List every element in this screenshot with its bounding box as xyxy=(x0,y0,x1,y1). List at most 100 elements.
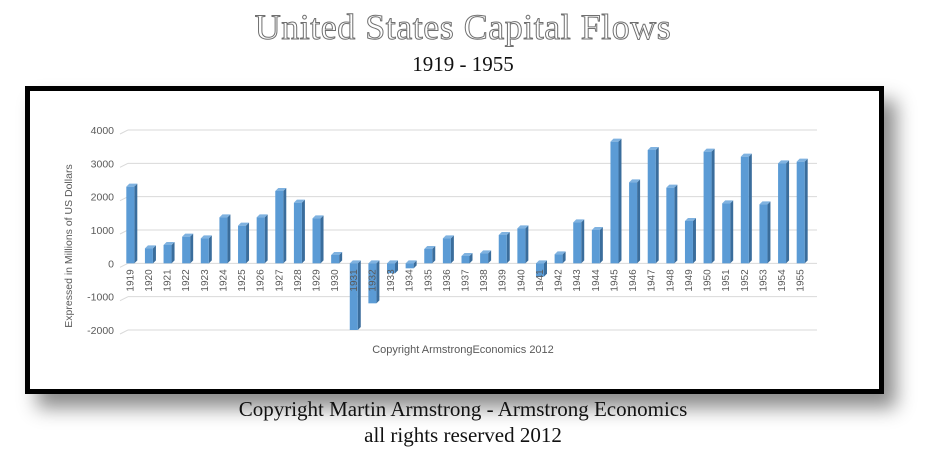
bars xyxy=(126,138,808,330)
y-tick-labels: 4000 3000 2000 1000 0 -1000 -2000 xyxy=(87,125,114,337)
bar-1931 xyxy=(349,260,361,330)
bar-top xyxy=(629,179,641,183)
bar-top xyxy=(144,245,156,249)
bar-1943 xyxy=(573,219,585,264)
bar-1926 xyxy=(256,214,268,264)
x-tick-label: 1953 xyxy=(758,269,769,292)
bar-top xyxy=(535,260,547,264)
bar-top xyxy=(368,260,380,264)
x-tick-label: 1945 xyxy=(609,269,620,292)
bar-1935 xyxy=(424,246,436,264)
bar-side xyxy=(171,242,175,264)
bar-face xyxy=(498,235,507,264)
bar-side xyxy=(543,260,547,277)
x-tick-label: 1947 xyxy=(647,269,658,292)
y-tick-label: 0 xyxy=(108,258,114,270)
bar-1950 xyxy=(703,148,715,264)
bar-side xyxy=(357,260,361,330)
bar-1946 xyxy=(629,179,641,264)
bar-face xyxy=(312,218,321,264)
bar-top xyxy=(666,184,678,188)
gridline-depth xyxy=(119,296,129,302)
x-tick-label: 1924 xyxy=(218,269,229,292)
bar-1955 xyxy=(796,158,808,264)
x-tick-label: 1952 xyxy=(740,269,751,292)
x-tick-label: 1949 xyxy=(684,269,695,292)
bar-face xyxy=(535,263,544,277)
bar-face xyxy=(480,253,489,264)
bar-top xyxy=(740,153,752,157)
bar-face xyxy=(740,156,749,264)
y-tick-label: 1000 xyxy=(91,225,115,237)
bar-side xyxy=(730,200,734,264)
bar-1932 xyxy=(368,260,380,304)
bar-1936 xyxy=(442,235,454,264)
bar-side xyxy=(152,245,156,264)
bar-top xyxy=(610,138,622,142)
bar-top xyxy=(591,227,603,230)
bar-top xyxy=(275,188,287,191)
bar-face xyxy=(256,217,265,264)
bar-top xyxy=(200,235,212,239)
x-tick-label: 1926 xyxy=(256,269,267,292)
bar-1919 xyxy=(126,183,138,264)
bar-1925 xyxy=(238,222,250,264)
bar-face xyxy=(144,248,153,264)
bar-1942 xyxy=(554,251,566,264)
y-tick-label: 3000 xyxy=(91,158,115,170)
bar-side xyxy=(674,184,678,264)
bar-1944 xyxy=(591,227,603,264)
y-tick-label: 2000 xyxy=(91,192,115,204)
bar-top xyxy=(796,158,808,162)
bar-face xyxy=(219,217,228,264)
x-tick-label: 1936 xyxy=(442,269,453,292)
bar-face xyxy=(778,163,787,264)
bar-side xyxy=(562,251,566,264)
bar-side xyxy=(432,246,436,264)
bar-face xyxy=(293,202,302,264)
bar-top xyxy=(480,250,492,254)
x-tick-label: 1932 xyxy=(367,269,378,292)
bar-top xyxy=(182,233,194,237)
bar-top xyxy=(349,260,361,264)
bar-top xyxy=(312,215,324,219)
bar-top xyxy=(573,219,585,223)
bar-1940 xyxy=(517,225,529,264)
bar-face xyxy=(163,245,172,264)
gridline-depth xyxy=(119,262,129,268)
bar-face xyxy=(331,255,340,264)
bar-side xyxy=(804,158,808,264)
bar-1933 xyxy=(387,260,399,274)
gridline-depth xyxy=(119,329,129,335)
bar-side xyxy=(208,235,212,264)
chart-annotation: Copyright ArmstrongEconomics 2012 xyxy=(372,344,554,356)
bar-top xyxy=(424,246,436,249)
x-tick-label: 1931 xyxy=(349,269,360,292)
bar-top xyxy=(498,232,510,235)
bar-1939 xyxy=(498,232,510,264)
bar-side xyxy=(618,138,622,264)
chart-subtitle: 1919 - 1955 xyxy=(412,52,514,76)
bar-side xyxy=(469,253,473,264)
bar-side xyxy=(134,183,138,264)
bar-1948 xyxy=(666,184,678,264)
x-tick-label: 1920 xyxy=(144,269,155,292)
bar-side xyxy=(488,250,492,264)
bar-1952 xyxy=(740,153,752,264)
bar-face xyxy=(684,221,693,264)
x-tick-label: 1930 xyxy=(330,269,341,292)
bar-side xyxy=(581,219,585,264)
bar-1922 xyxy=(182,233,194,264)
x-tick-label: 1937 xyxy=(461,269,472,292)
bar-chart: 4000 3000 2000 1000 0 -1000 -2000 1919 1920 1921… xyxy=(63,125,817,356)
bar-face xyxy=(722,203,731,264)
y-tick-label: -2000 xyxy=(87,325,114,337)
bar-top xyxy=(778,160,790,164)
bar-side xyxy=(637,179,641,264)
bar-1937 xyxy=(461,253,473,264)
bar-face xyxy=(666,187,675,264)
bar-face xyxy=(182,236,191,264)
x-tick-label: 1927 xyxy=(274,269,285,292)
bar-side xyxy=(450,235,454,264)
bar-side xyxy=(376,260,380,304)
